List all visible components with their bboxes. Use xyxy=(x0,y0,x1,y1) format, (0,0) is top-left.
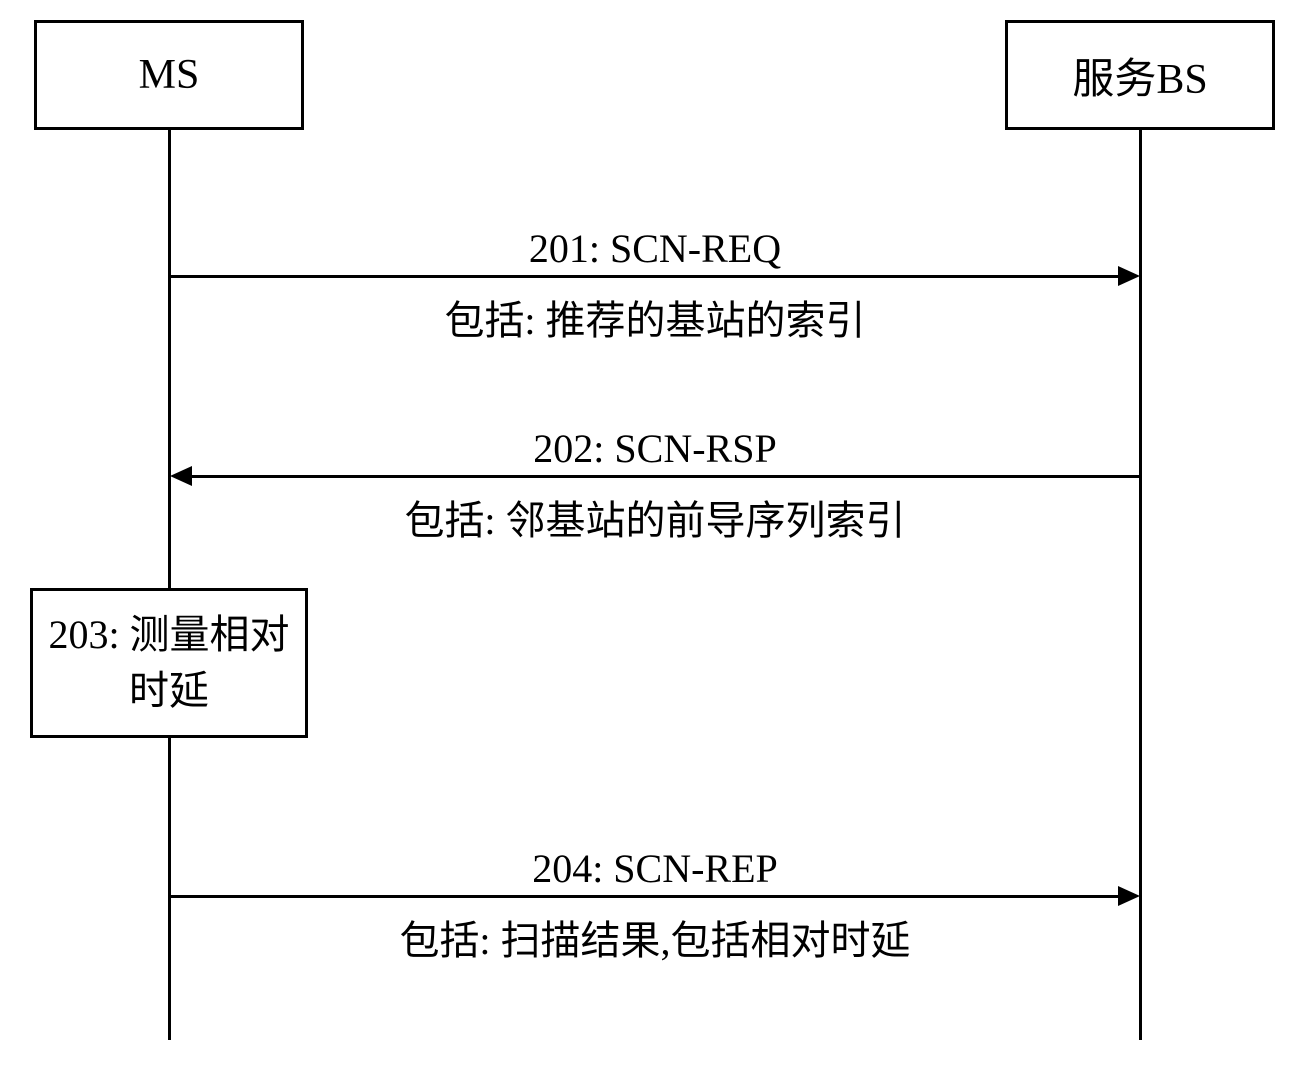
participant-ms: MS xyxy=(34,20,304,130)
msg1-arrow xyxy=(170,275,1118,278)
msg3-desc: 包括: 扫描结果,包括相对时延 xyxy=(280,908,1030,966)
lifeline-ms xyxy=(168,130,171,1040)
msg3-title: 204: SCN-REP xyxy=(400,845,910,892)
msg1-arrowhead xyxy=(1118,266,1140,286)
participant-ms-label: MS xyxy=(139,51,200,99)
participant-bs-label: 服务BS xyxy=(1072,45,1207,106)
msg3-arrow xyxy=(170,895,1118,898)
msg2-title: 202: SCN-RSP xyxy=(400,425,910,472)
msg2-arrowhead xyxy=(170,466,192,486)
participant-bs: 服务BS xyxy=(1005,20,1275,130)
sequence-diagram: MS 服务BS 201: SCN-REQ 包括: 推荐的基站的索引 202: S… xyxy=(0,0,1315,1074)
msg2-arrow xyxy=(192,475,1140,478)
msg2-desc: 包括: 邻基站的前导序列索引 xyxy=(280,488,1030,546)
process-203: 203: 测量相对 时延 xyxy=(30,588,308,738)
process-203-label: 203: 测量相对 时延 xyxy=(48,607,289,719)
msg1-desc: 包括: 推荐的基站的索引 xyxy=(310,288,1000,346)
msg1-title: 201: SCN-REQ xyxy=(390,225,920,272)
msg3-arrowhead xyxy=(1118,886,1140,906)
